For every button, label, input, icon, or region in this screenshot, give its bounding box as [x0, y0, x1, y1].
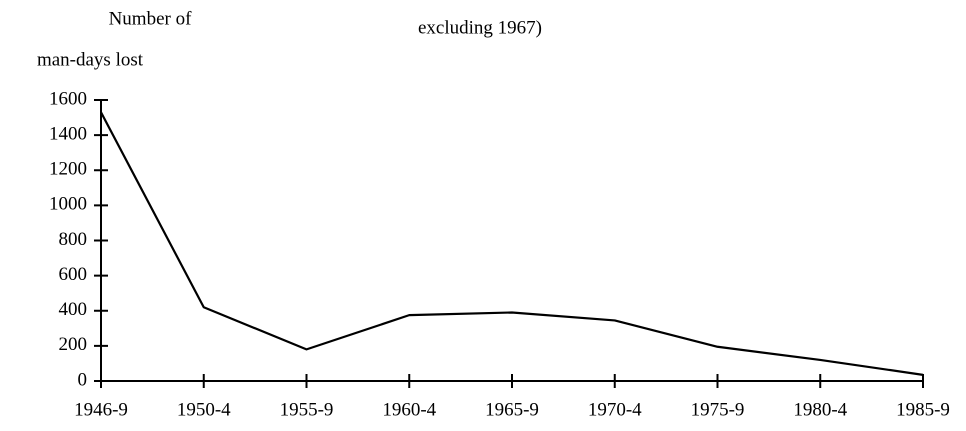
x-tick-label: 1946-9	[74, 399, 128, 420]
x-tick-label: 1985-9	[896, 399, 950, 420]
x-tick-label: 1955-9	[280, 399, 334, 420]
y-tick-label: 600	[59, 264, 88, 285]
y-tick-label: 200	[59, 334, 88, 355]
x-tick-label: 1980-4	[793, 399, 847, 420]
y-tick-label: 1000	[49, 194, 87, 215]
y-tick-label: 800	[59, 229, 88, 250]
x-tick-label: 1970-4	[588, 399, 642, 420]
y-axis-label: man-days lost	[37, 49, 144, 70]
y-tick-label: 0	[78, 369, 88, 390]
x-tick-label: 1965-9	[485, 399, 539, 420]
data-line	[100, 111, 924, 376]
x-tick-label: 1950-4	[177, 399, 231, 420]
y-tick-label: 1600	[49, 88, 87, 109]
y-tick-label: 1400	[49, 123, 87, 144]
y-tick-label: 1200	[49, 159, 87, 180]
y-axis-label: Number of	[109, 8, 193, 29]
annotation: excluding 1967)	[418, 17, 542, 38]
x-tick-label: 1975-9	[691, 399, 745, 420]
y-tick-label: 400	[59, 299, 88, 320]
x-tick-label: 1960-4	[382, 399, 436, 420]
